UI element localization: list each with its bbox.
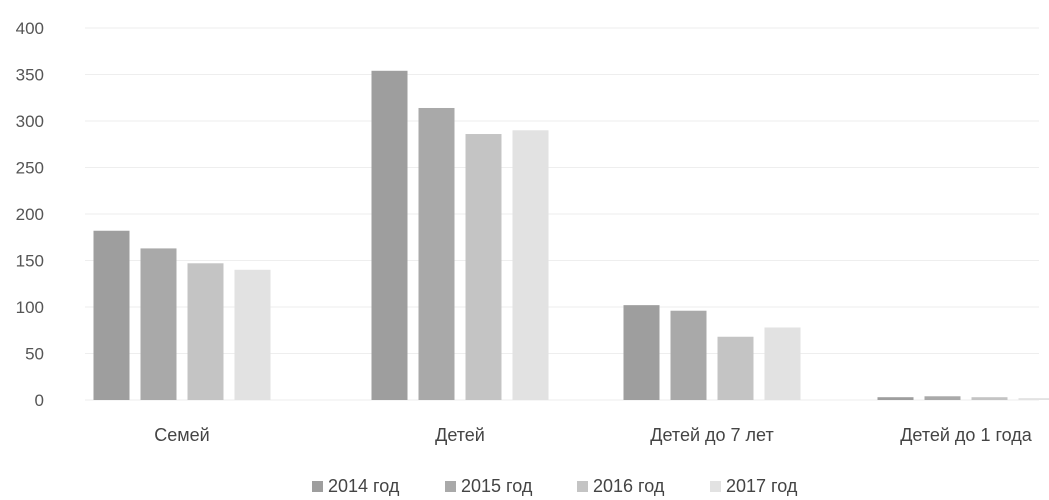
- bar-3-0: [877, 397, 914, 400]
- y-tick-label: 50: [25, 345, 44, 364]
- y-tick-label: 350: [16, 66, 44, 85]
- y-tick-label: 100: [16, 298, 44, 317]
- bar-2-1: [670, 310, 707, 400]
- bar-1-3: [512, 130, 549, 401]
- legend-swatch: [445, 481, 456, 492]
- legend-swatch: [710, 481, 721, 492]
- legend: 2014 год 2015 год 2016 год 2017 год: [312, 476, 798, 496]
- bar-3-1: [924, 396, 961, 400]
- bar-3-2: [971, 397, 1008, 400]
- x-axis: Семей Детей Детей до 7 лет Детей до 1 года: [154, 425, 1032, 445]
- bar-1-2: [465, 134, 502, 400]
- category-label: Детей до 1 года: [900, 425, 1033, 445]
- y-axis: 0 50 100 150 200 250 300 350 400: [16, 19, 44, 410]
- bar-2-0: [623, 305, 660, 400]
- y-tick-label: 250: [16, 159, 44, 178]
- y-tick-label: 0: [35, 391, 44, 410]
- bar-1-1: [418, 107, 455, 400]
- legend-swatch: [312, 481, 323, 492]
- category-label: Детей: [435, 425, 485, 445]
- y-tick-label: 400: [16, 19, 44, 38]
- legend-label: 2015 год: [461, 476, 533, 496]
- category-label: Семей: [154, 425, 209, 445]
- legend-label: 2017 год: [726, 476, 798, 496]
- category-label: Детей до 7 лет: [650, 425, 773, 445]
- legend-label: 2016 год: [593, 476, 665, 496]
- bar-0-3: [234, 269, 271, 400]
- bar-0-1: [140, 248, 177, 400]
- bar-1-0: [371, 70, 408, 400]
- y-tick-label: 300: [16, 112, 44, 131]
- legend-label: 2014 год: [328, 476, 400, 496]
- bars: [93, 70, 1049, 401]
- bar-0-0: [93, 230, 130, 400]
- bar-2-2: [717, 336, 754, 400]
- gridlines: [85, 27, 1039, 401]
- y-tick-label: 150: [16, 252, 44, 271]
- bar-0-2: [187, 263, 224, 400]
- bar-2-3: [764, 327, 801, 400]
- legend-swatch: [577, 481, 588, 492]
- bar-3-3: [1018, 398, 1049, 400]
- y-tick-label: 200: [16, 205, 44, 224]
